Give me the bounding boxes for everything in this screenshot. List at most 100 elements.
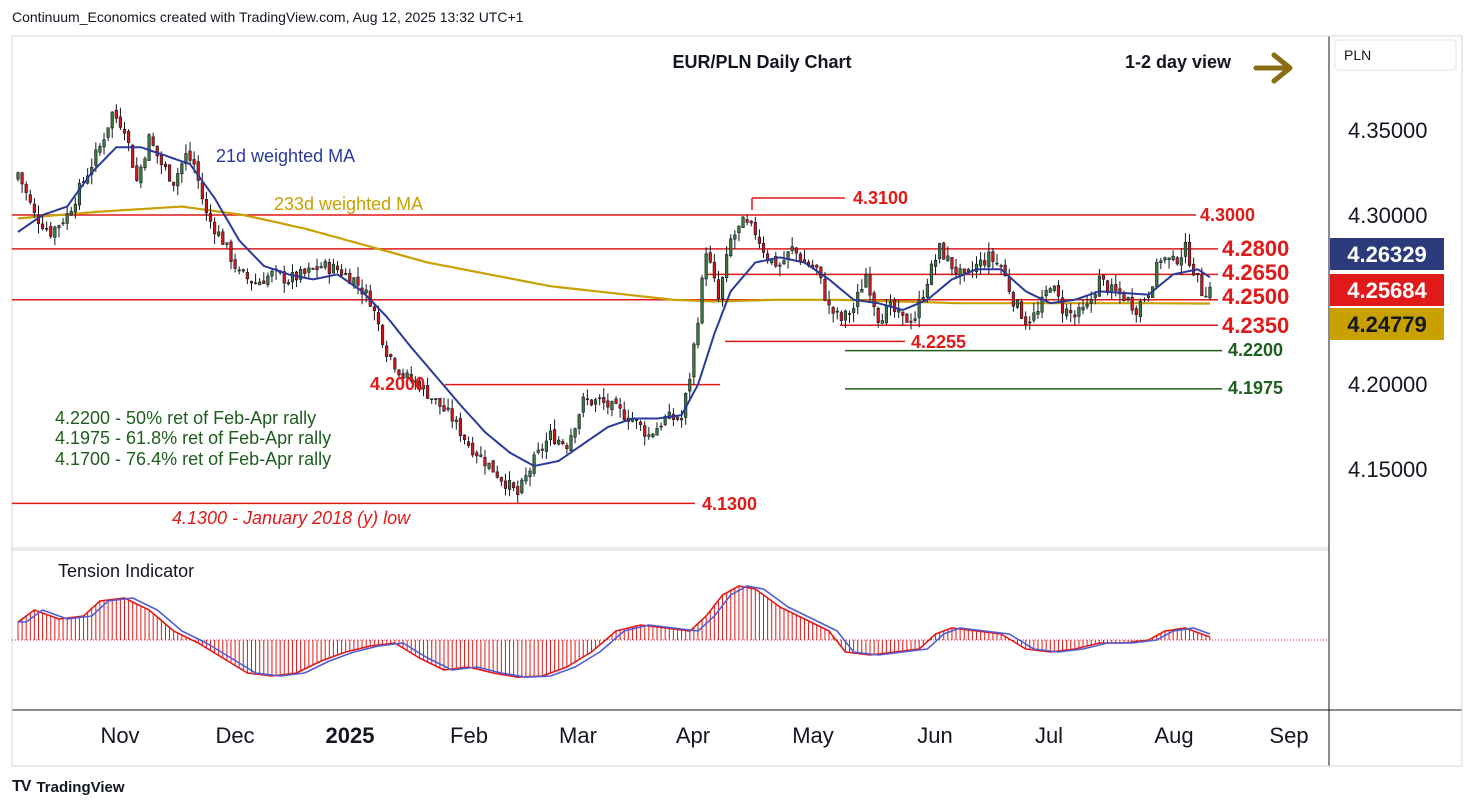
candle	[516, 480, 520, 503]
candle-body	[389, 354, 393, 357]
candle	[794, 246, 798, 263]
candle-body	[159, 154, 163, 166]
currency-box[interactable]: PLN	[1334, 39, 1457, 71]
candle-body	[1101, 274, 1106, 280]
candle	[553, 419, 557, 445]
candle	[1007, 268, 1011, 295]
candle-body	[98, 146, 102, 153]
candle-body	[557, 439, 561, 445]
candle-body	[69, 211, 73, 216]
candle-body	[1208, 286, 1212, 299]
candle-body	[708, 252, 712, 263]
candle	[487, 462, 491, 471]
candle	[790, 237, 794, 255]
candle-body	[561, 441, 565, 445]
candle-body	[643, 425, 647, 437]
candle-body	[1077, 307, 1081, 317]
candle	[860, 279, 864, 293]
candle-body	[208, 212, 213, 222]
candle	[1024, 311, 1028, 330]
candle-body	[49, 226, 53, 237]
candle-body	[622, 409, 626, 421]
candle-body	[1175, 257, 1179, 265]
candle-body	[512, 482, 516, 489]
candle	[184, 144, 188, 171]
price-tag-last: 4.25684	[1330, 274, 1444, 306]
candle-body	[282, 271, 286, 284]
candle-body	[426, 384, 430, 399]
candle	[1130, 288, 1134, 315]
candle-body	[983, 260, 987, 266]
candle	[614, 396, 618, 405]
candle	[479, 446, 483, 458]
ma233-layer	[17, 205, 1210, 305]
candle	[1065, 303, 1069, 320]
candle-body	[1155, 261, 1159, 287]
candle	[409, 366, 413, 384]
candle-body	[729, 238, 733, 257]
y-tick-4-30: 4.30000	[1348, 203, 1428, 228]
tradingview-logo[interactable]: TV TradingView	[12, 778, 125, 796]
candle	[909, 313, 913, 330]
candle	[73, 197, 77, 219]
candle	[254, 273, 258, 285]
candle	[331, 258, 335, 274]
candle	[282, 265, 286, 293]
candle	[446, 398, 450, 412]
price-pane-frame	[11, 35, 1330, 549]
note-764: 4.1700 - 76.4% ret of Feb-Apr rally	[55, 449, 331, 469]
candle	[1073, 310, 1077, 325]
candle-body	[1187, 242, 1192, 266]
candle-body	[585, 398, 589, 401]
candle-body	[954, 266, 958, 274]
candle-body	[1130, 296, 1134, 311]
candle	[606, 393, 610, 415]
y-tick-4-15: 4.15000	[1348, 457, 1428, 482]
candle-body	[163, 163, 168, 168]
candle-body	[606, 400, 610, 408]
price-tag-ma21: 4.26329	[1330, 238, 1444, 270]
candle-body	[1179, 257, 1183, 266]
chart-credit: Continuum_Economics created with Trading…	[12, 9, 524, 25]
candle-body	[225, 242, 229, 245]
candle	[155, 145, 159, 164]
candle	[880, 313, 884, 324]
candle	[65, 205, 69, 230]
candle	[774, 251, 778, 268]
candle-body	[1040, 296, 1044, 313]
candle-body	[1138, 301, 1142, 317]
candle-body	[57, 225, 61, 229]
candle-body	[155, 145, 159, 157]
candle-body	[864, 274, 868, 288]
candle	[266, 272, 270, 288]
candle-body	[725, 254, 729, 279]
note-50: 4.2200 - 50% ret of Feb-Apr rally	[55, 408, 316, 428]
price-tag-last-text: 4.25684	[1347, 278, 1427, 303]
candle-body	[147, 134, 151, 161]
candle-body	[835, 310, 839, 313]
x-tick-mar: Mar	[559, 723, 597, 748]
candle	[655, 422, 659, 436]
candle	[221, 228, 225, 245]
candle	[98, 143, 102, 156]
level-label-4-1975: 4.1975	[1228, 378, 1283, 398]
candle	[286, 279, 290, 286]
ma21-line	[17, 146, 1211, 468]
candle-body	[401, 373, 405, 379]
candle	[979, 252, 983, 275]
candle	[856, 284, 860, 315]
candle-body	[1097, 275, 1101, 297]
level-label-4-2000: 4.2000	[370, 374, 425, 394]
ma21-layer	[17, 146, 1211, 468]
candle-body	[450, 408, 454, 422]
candle	[430, 398, 434, 405]
x-tick-nov: Nov	[100, 723, 139, 748]
candle	[1052, 285, 1056, 293]
ma233-label: 233d weighted MA	[274, 194, 423, 214]
candle-body	[286, 282, 290, 285]
candle-body	[139, 166, 143, 184]
candle-body	[176, 173, 180, 187]
x-tick-jun: Jun	[917, 723, 952, 748]
candle	[114, 104, 118, 124]
